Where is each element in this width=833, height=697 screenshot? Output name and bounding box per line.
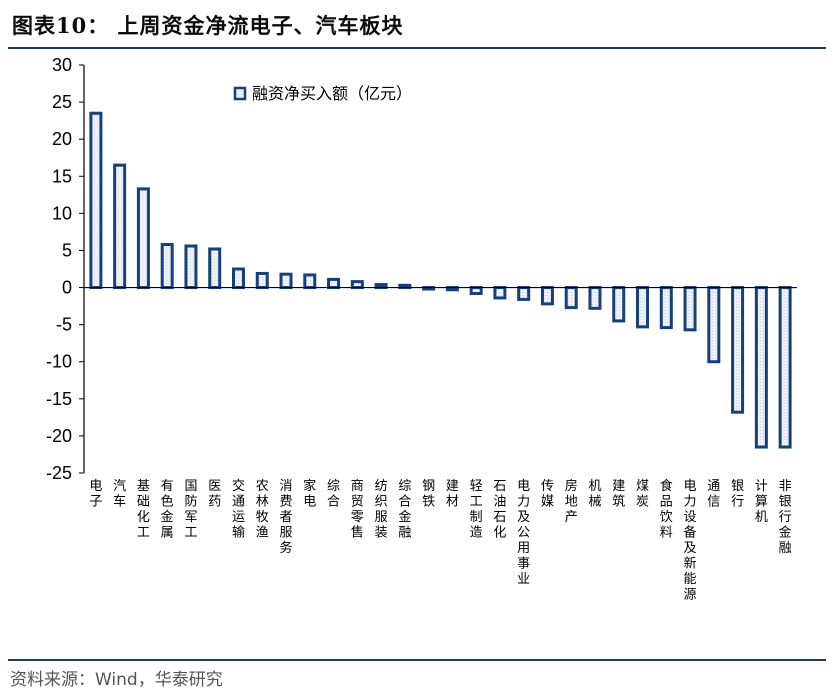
category-label: 综合金融: [398, 479, 411, 541]
bar: [683, 286, 697, 332]
y-tick-label: -15: [46, 389, 72, 409]
bar: [136, 187, 150, 290]
category-label: 轻工制造: [470, 479, 483, 541]
bar: [540, 286, 554, 306]
category-label: 有色金属: [161, 479, 174, 541]
category-label: 基础化工: [137, 479, 150, 541]
bar: [350, 280, 364, 290]
category-label: 通信: [707, 479, 720, 510]
y-tick-label: -5: [56, 315, 72, 335]
y-tick-label: 10: [52, 203, 72, 223]
bar: [469, 286, 483, 295]
y-tick-label: 25: [52, 92, 72, 112]
bar: [184, 244, 198, 290]
category-label: 家电: [303, 478, 316, 510]
y-tick-label: -20: [46, 426, 72, 446]
y-tick-label: -25: [46, 463, 72, 483]
y-tick-label: 30: [52, 55, 72, 75]
category-label: 计算机: [755, 479, 768, 525]
category-label: 医药: [208, 479, 221, 510]
category-label: 房地产: [565, 478, 578, 525]
bar: [731, 286, 745, 414]
category-label: 国防军工: [184, 479, 197, 541]
bar: [279, 272, 293, 290]
bar: [160, 243, 174, 290]
category-label: 非银行金融: [779, 479, 792, 556]
y-tick-label: -10: [46, 352, 72, 372]
bar: [517, 286, 531, 301]
bar: [113, 163, 127, 290]
category-label: 机械: [588, 479, 601, 510]
bar: [612, 286, 626, 323]
bar: [231, 267, 245, 290]
bar: [208, 247, 222, 290]
footer-rule: [8, 659, 826, 661]
category-label: 电力设备及新能源: [684, 479, 697, 603]
category-label: 钢铁: [422, 479, 435, 510]
figure-header: 图表10： 上周资金净流电子、汽车板块: [0, 0, 833, 46]
category-label: 电力及公用事业: [517, 479, 530, 587]
category-label: 综合: [327, 479, 340, 510]
category-label: 农林牧渔: [256, 479, 269, 541]
category-label: 纺织服装: [375, 479, 388, 541]
bar: [588, 286, 602, 310]
category-label: 传媒: [541, 479, 554, 510]
bar: [89, 111, 103, 290]
category-label: 建材: [446, 479, 459, 510]
bar: [327, 277, 341, 290]
y-tick-label: 5: [62, 240, 72, 260]
category-label: 交通运输: [232, 478, 245, 541]
category-label: 汽车: [113, 479, 126, 510]
y-tick-label: 0: [62, 278, 72, 298]
legend-label: 融资净买入额（亿元）: [252, 84, 412, 103]
bar: [303, 273, 317, 290]
source-note: 资料来源：Wind，华泰研究: [10, 670, 223, 690]
bar: [659, 286, 673, 330]
y-tick-label: 15: [52, 166, 72, 186]
category-label: 建筑: [612, 479, 625, 510]
bar: [778, 286, 792, 449]
bar: [754, 286, 768, 449]
bar: [707, 286, 721, 364]
bar: [636, 286, 650, 329]
legend-swatch: [233, 86, 247, 101]
y-tick-label: 20: [52, 129, 72, 149]
category-label: 商贸零售: [351, 479, 364, 541]
header-rule: [8, 47, 826, 49]
bar: [564, 286, 578, 310]
category-label: 电子: [89, 479, 102, 510]
category-label: 银行: [731, 479, 744, 510]
bar: [255, 271, 269, 290]
category-label: 消费者服务: [280, 479, 293, 556]
category-label: 煤炭: [636, 479, 649, 510]
category-label: 石油石化: [493, 479, 506, 541]
figure-title: 图表10： 上周资金净流电子、汽车板块: [12, 13, 404, 38]
category-label: 食品饮料: [660, 478, 673, 541]
bar: [493, 286, 507, 300]
